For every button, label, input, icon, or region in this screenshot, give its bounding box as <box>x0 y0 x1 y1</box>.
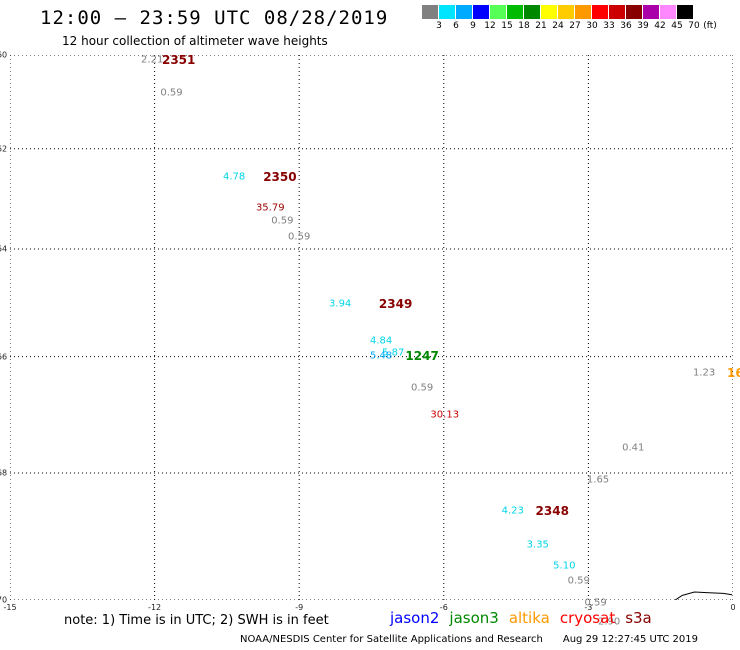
color-swatch <box>592 5 609 19</box>
longitude-tick-label: -9 <box>295 603 304 612</box>
color-swatch <box>456 5 473 19</box>
latitude-tick-label: -60 <box>0 50 8 60</box>
color-scale-label: 39 <box>637 21 649 31</box>
wave-height-value: 0.59 <box>410 382 434 394</box>
map-plot-area: -60 -62 -64 -66 -68 -70-15 -12 -9 -6 -3 0 2.21 0.59 4… <box>0 51 740 628</box>
color-swatch <box>575 5 592 19</box>
color-swatch <box>558 5 575 19</box>
satellite-pass-label: 2349 <box>378 297 413 312</box>
color-swatch <box>677 5 694 19</box>
longitude-tick-label: -15 <box>3 603 17 612</box>
legend-altika: altika <box>508 609 550 627</box>
wave-height-value: 1.65 <box>586 474 610 486</box>
latitude-tick-label: -64 <box>0 244 8 254</box>
color-swatch <box>490 5 507 19</box>
longitude-tick-label: -3 <box>584 603 593 612</box>
color-swatch <box>422 5 439 19</box>
color-scale-label: 30 <box>586 21 598 31</box>
latitude-tick-label: -68 <box>0 468 8 478</box>
latitude-tick-label: -62 <box>0 144 8 154</box>
coastline <box>674 591 733 600</box>
wave-height-value: 0.59 <box>288 231 311 243</box>
color-scale-label: 27 <box>569 21 581 31</box>
color-scale-label: 12 <box>484 21 496 31</box>
credit-text: NOAA/NESDIS Center for Satellite Applica… <box>240 634 543 645</box>
wave-height-value: 2.90 <box>597 616 621 628</box>
wave-height-value: 0.59 <box>160 87 183 99</box>
wave-height-value: 3.35 <box>526 539 549 551</box>
color-scale-label: 21 <box>535 21 547 31</box>
color-swatch <box>626 5 643 19</box>
legend-jason2: jason2 <box>390 609 440 627</box>
wave-height-value: 4.78 <box>222 171 246 183</box>
wave-height-value: 0.59 <box>271 215 294 227</box>
color-scale-label: 70 <box>688 21 700 31</box>
satellite-pass-label: 2348 <box>535 504 569 519</box>
color-scale-label: 33 <box>603 21 615 31</box>
wave-height-value: 4.23 <box>501 505 524 517</box>
color-swatch <box>643 5 660 19</box>
wave-height-value: 35.79 <box>255 202 285 214</box>
color-scale-label: 15 <box>501 21 513 31</box>
color-scale-label: 24 <box>552 21 564 31</box>
color-swatch <box>473 5 490 19</box>
wave-height-value: 5.87 <box>382 347 405 359</box>
color-swatch <box>660 5 677 19</box>
wave-height-value: 5.10 <box>553 560 576 572</box>
color-swatch <box>541 5 558 19</box>
chart-subtitle: 12 hour collection of altimeter wave hei… <box>62 34 328 48</box>
longitude-tick-label: -12 <box>148 603 162 612</box>
chart-title: 12:00 – 23:59 UTC 08/28/2019 <box>40 7 389 29</box>
color-scale-label: 42 <box>654 21 666 31</box>
color-scale-bar <box>422 5 694 19</box>
satellite-legend: jason2 jason3 altika cryosat s3a <box>390 609 652 627</box>
legend-cryosat: cryosat <box>559 609 616 627</box>
color-scale-label: 9 <box>470 21 476 31</box>
longitude-tick-label: -6 <box>439 603 448 612</box>
longitude-tick-label: 0 <box>730 603 736 612</box>
wave-height-value: 2.21 <box>141 54 164 66</box>
wave-height-value: 3.94 <box>329 298 352 310</box>
satellite-pass-label: 16 <box>727 366 740 381</box>
wave-height-value: 1.23 <box>692 367 716 379</box>
color-swatch <box>524 5 541 19</box>
satellite-pass-label: 2350 <box>263 170 297 185</box>
latitude-tick-label: -70 <box>0 595 8 605</box>
color-scale-label: 18 <box>518 21 530 31</box>
legend-s3a: s3a <box>625 609 652 627</box>
color-swatch <box>609 5 626 19</box>
credit-line: NOAA/NESDIS Center for Satellite Applica… <box>240 634 698 645</box>
latitude-tick-label: -66 <box>0 352 8 362</box>
color-swatch <box>507 5 524 19</box>
footnote: note: 1) Time is in UTC; 2) SWH is in fe… <box>64 613 329 628</box>
color-scale-label: 3 <box>436 21 442 31</box>
map-grid-svg <box>10 55 733 600</box>
wave-height-value: 0.41 <box>622 442 645 454</box>
color-scale-label: 36 <box>620 21 632 31</box>
color-scale-unit: (ft) <box>703 21 717 31</box>
wave-height-value: 4.84 <box>369 335 393 347</box>
color-swatch <box>439 5 456 19</box>
wave-height-value: 30.13 <box>430 409 460 421</box>
color-scale-label: 45 <box>671 21 683 31</box>
satellite-pass-label: 1247 <box>405 348 439 363</box>
color-scale-label: 6 <box>453 21 459 31</box>
legend-jason3: jason3 <box>449 609 499 627</box>
wave-height-value: 0.59 <box>584 597 607 609</box>
wave-height-value: 5.48 <box>369 350 393 361</box>
timestamp: Aug 29 12:27:45 UTC 2019 <box>562 634 699 645</box>
wave-height-value: 0.59 <box>567 575 590 587</box>
color-scale-labels: 3 6 9 12 15 18 21 24 27 30 33 36 39 42 45 70 (ft) <box>422 21 740 33</box>
satellite-pass-label: 2351 <box>161 53 196 68</box>
